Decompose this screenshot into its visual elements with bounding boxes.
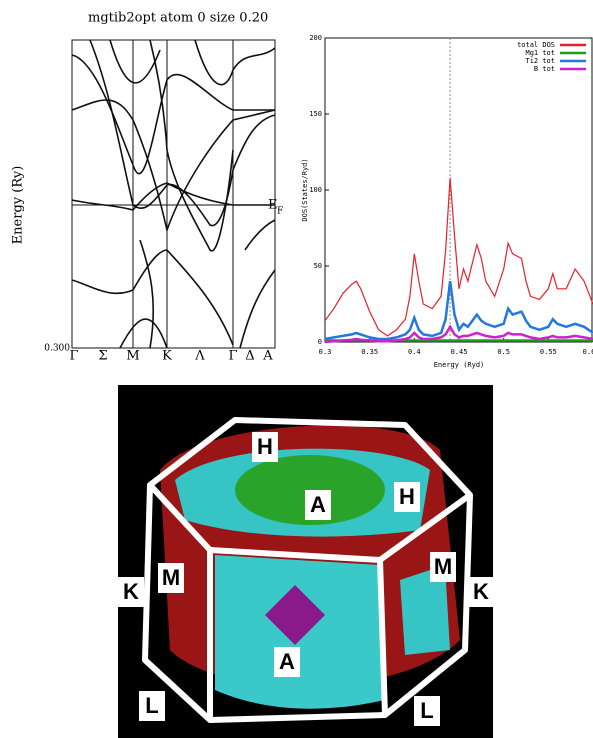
x-axis-label: Energy (Ryd)	[434, 361, 485, 369]
surface-side	[400, 565, 450, 655]
legend-label: Ti2 tot	[525, 57, 555, 65]
plot-frame	[324, 37, 593, 343]
x-tick-label: 0.45	[451, 348, 468, 356]
label-box	[394, 482, 420, 512]
x-tick-label: Γ	[228, 349, 237, 364]
y-tick-label: 200	[309, 34, 322, 42]
label-box	[158, 563, 184, 593]
label-box	[252, 432, 278, 462]
label-box	[305, 490, 331, 520]
y-tick-label: 0	[318, 338, 322, 346]
brillouin-zone	[142, 417, 473, 723]
legend-label: Mg1 tot	[525, 49, 555, 57]
legend-label: B tot	[534, 65, 555, 73]
surface-label: L	[420, 698, 433, 723]
label-box	[139, 691, 165, 721]
surface-label: H	[257, 434, 273, 459]
x-tick-label: 0.35	[361, 348, 378, 356]
x-tick-label: 0.6	[583, 348, 593, 356]
y-tick-label: 150	[309, 110, 322, 118]
label-box	[468, 577, 494, 607]
surface-label: K	[123, 579, 139, 604]
y-axis-label: DOS(States/Ryd)	[301, 158, 309, 221]
surface-label: A	[279, 649, 295, 674]
surface-label: L	[145, 693, 158, 718]
chart-title: mgtib2opt atom 0 size 0.20	[88, 11, 268, 26]
surface-label: K	[473, 579, 489, 604]
y-tick-label: 0.300	[44, 344, 70, 354]
x-tick-label: M	[126, 349, 139, 364]
surface-label: M	[434, 554, 452, 579]
dos-line	[324, 324, 593, 344]
x-tick-label: Λ	[194, 349, 205, 364]
label-box	[414, 696, 440, 726]
label-box	[274, 647, 300, 677]
plot-frame	[71, 39, 276, 349]
label-box	[118, 577, 144, 607]
x-tick-label: Δ	[245, 349, 254, 364]
legend-label: total DOS	[517, 41, 555, 49]
y-axis-label: Energy (Ry)	[11, 166, 26, 245]
x-tick-label: Σ	[98, 349, 107, 364]
dos-line	[324, 177, 593, 337]
y-tick-label: 100	[309, 186, 322, 194]
label-box	[430, 552, 456, 582]
x-tick-label: Γ	[69, 349, 78, 364]
x-tick-label: 0.3	[319, 348, 332, 356]
x-tick-label: 0.5	[497, 348, 510, 356]
fermi-subscript: F	[277, 207, 283, 217]
dos-line	[324, 281, 593, 341]
x-tick-label: 0.55	[540, 348, 557, 356]
surface-label: H	[399, 484, 415, 509]
y-tick-label: 50	[314, 262, 322, 270]
fermi-label: E	[268, 198, 278, 213]
band-curves	[71, 39, 276, 349]
x-tick-label: 0.4	[408, 348, 421, 356]
fermi-surface-image: HA HM MK KAL L	[118, 385, 494, 738]
surface-label: A	[310, 492, 326, 517]
surface-label: M	[162, 565, 180, 590]
x-tick-label: K	[162, 349, 172, 364]
surface-purple	[265, 585, 325, 645]
x-tick-label: A	[262, 349, 273, 364]
